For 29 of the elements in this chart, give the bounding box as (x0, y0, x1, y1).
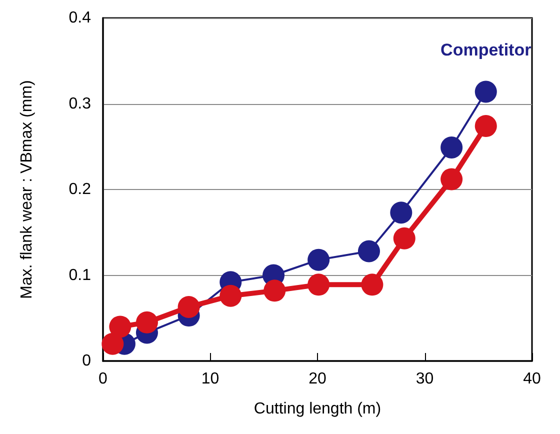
point (474, 115, 497, 138)
point (308, 248, 330, 271)
point (264, 280, 286, 302)
point (220, 284, 242, 307)
point (308, 274, 330, 296)
series-label: Competitor (440, 40, 532, 60)
y-tick-label: 0.4 (68, 10, 92, 26)
x-axis-title: Cutting length (m) (254, 400, 382, 418)
y-tick-label: 0 (82, 352, 92, 370)
point (358, 240, 380, 262)
point (393, 227, 416, 250)
point (361, 274, 384, 296)
x-tick-label: 30 (416, 370, 434, 388)
x-tick-label: 10 (201, 370, 220, 388)
point (178, 296, 200, 318)
point (440, 136, 463, 158)
x-tick-label: 40 (523, 370, 541, 388)
y-tick-label: 0.3 (68, 95, 92, 112)
point (474, 80, 497, 103)
point (136, 311, 158, 334)
point (109, 316, 132, 338)
y-tick-label: 0.1 (68, 266, 92, 284)
point (102, 332, 124, 355)
y-tick-label: 0.2 (68, 181, 92, 198)
point (440, 168, 463, 190)
point (390, 202, 412, 224)
x-tick-label: 0 (98, 370, 108, 388)
x-tick-label: 20 (308, 370, 326, 388)
y-axis-title: Max. flank wear : VBmax (mm) (18, 80, 36, 299)
